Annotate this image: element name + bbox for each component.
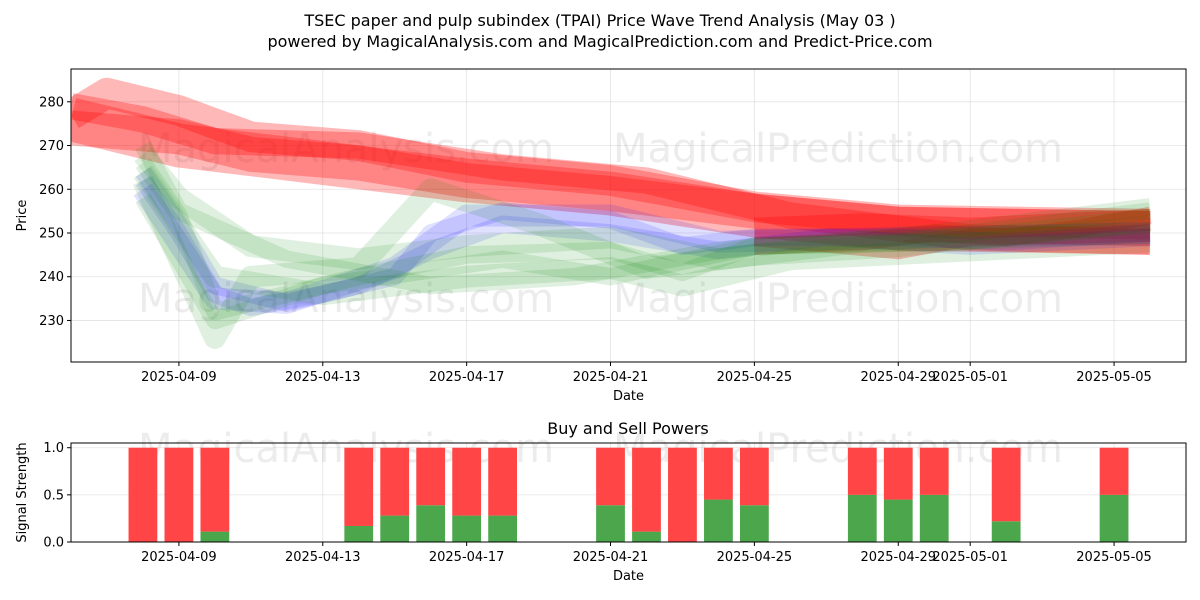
sell-bar: [991, 447, 1021, 522]
price-x-tick-label: 2025-04-21: [573, 370, 649, 385]
price-x-tick-label: 2025-04-29: [860, 370, 936, 385]
sell-bar: [200, 447, 230, 532]
sell-bar: [488, 447, 517, 516]
buy-bar: [596, 505, 625, 542]
price-series-band-green: [133, 165, 1151, 306]
sell-bar: [883, 447, 913, 500]
buy-bar: [740, 505, 769, 542]
watermark-text: MagicalPrediction.com: [613, 276, 1063, 322]
signal-y-tick-label: 0.0: [43, 536, 64, 551]
buy-bar: [704, 499, 733, 542]
buy-bar: [200, 531, 230, 542]
price-x-axis-label: Date: [613, 389, 644, 404]
price-series-band-blue: [133, 183, 1151, 314]
buy-bar: [632, 531, 661, 542]
signal-y-tick-label: 0.5: [43, 488, 64, 503]
signal-frame: [70, 442, 1187, 543]
signal-y-tick-label: 1.0: [43, 441, 64, 456]
chart-title: TSEC paper and pulp subindex (TPAI) Pric…: [303, 11, 895, 30]
signal-x-tick-label: 2025-04-25: [717, 550, 793, 565]
price-y-tick-label: 230: [39, 314, 64, 329]
sell-bar: [668, 447, 697, 542]
price-series-band-red: [71, 98, 1151, 255]
watermark-text: MagicalAnalysis.com: [138, 126, 554, 172]
price-x-tick-label: 2025-04-25: [717, 370, 793, 385]
bar-chart-title: Buy and Sell Powers: [547, 419, 709, 438]
price-series-band-red: [71, 77, 1151, 240]
sell-bar: [128, 447, 158, 542]
price-series-band-green: [132, 175, 1152, 349]
price-y-tick-label: 240: [39, 270, 64, 285]
price-series-band-green: [135, 193, 1151, 330]
sell-bar: [344, 447, 374, 526]
signal-x-tick-label: 2025-04-21: [573, 550, 649, 565]
price-y-axis-label: Price: [15, 200, 30, 232]
signal-x-tick-label: 2025-04-29: [860, 550, 936, 565]
sell-bar: [380, 447, 410, 516]
price-series-band-green: [134, 147, 1151, 271]
buy-bar: [883, 499, 913, 542]
buy-bar: [452, 515, 482, 542]
buy-bar: [488, 515, 517, 542]
price-y-tick-label: 270: [39, 139, 64, 154]
price-y-tick-label: 280: [39, 95, 64, 110]
sell-bar: [596, 447, 625, 506]
signal-x-axis-label: Date: [613, 569, 644, 584]
price-series-band-blue: [135, 175, 1151, 317]
chart-subtitle: powered by MagicalAnalysis.com and Magic…: [267, 32, 932, 51]
buy-bar: [380, 515, 410, 542]
buy-bar: [416, 505, 446, 542]
sell-bar: [416, 447, 446, 506]
buy-bar: [1099, 494, 1129, 542]
price-chart: 2025-04-09 2025-04-13 2025-04-17 2025-04-21…: [15, 68, 1187, 404]
sell-bar: [847, 447, 877, 495]
signal-x-tick-label: 2025-04-13: [285, 550, 361, 565]
price-series-band-red: [753, 208, 1151, 240]
sell-bar: [1099, 447, 1129, 495]
price-series-band-red: [71, 93, 1151, 255]
signal-x-tick-label: 2025-04-09: [141, 550, 217, 565]
buy-bar: [991, 521, 1021, 542]
signal-y-axis-label: Signal Strength: [15, 442, 30, 542]
price-x-tick-label: 2025-05-01: [932, 370, 1008, 385]
price-series-band-red: [71, 110, 1151, 247]
watermark-text: MagicalPrediction.com: [613, 126, 1063, 172]
buy-bar: [847, 494, 877, 542]
price-x-tick-label: 2025-04-17: [429, 370, 505, 385]
price-x-tick-label: 2025-04-09: [141, 370, 217, 385]
signal-x-tick-label: 2025-04-17: [429, 550, 505, 565]
signal-chart: 2025-04-09 2025-04-13 2025-04-17 2025-04-21…: [15, 441, 1187, 584]
price-series-band-green: [135, 158, 1152, 321]
sell-bar: [632, 447, 661, 532]
price-series-band-blue: [135, 166, 1151, 312]
signal-x-tick-label: 2025-05-05: [1076, 550, 1152, 565]
price-x-tick-label: 2025-04-13: [285, 370, 361, 385]
price-x-tick-label: 2025-05-05: [1076, 370, 1152, 385]
sell-bar: [452, 447, 482, 516]
price-y-tick-label: 250: [39, 226, 64, 241]
price-frame: [70, 68, 1187, 363]
sell-bar: [919, 447, 949, 495]
buy-bar: [919, 494, 949, 542]
signal-x-tick-label: 2025-05-01: [932, 550, 1008, 565]
price-series-band-red: [753, 224, 1151, 260]
buy-bar: [344, 525, 374, 542]
sell-bar: [740, 447, 769, 506]
price-series-band-red: [754, 206, 1152, 255]
watermark-text: MagicalAnalysis.com: [138, 276, 554, 322]
price-series-band-green: [135, 141, 1152, 295]
sell-bar: [704, 447, 733, 500]
sell-bar: [164, 447, 194, 542]
price-y-tick-label: 260: [39, 183, 64, 198]
price-bands: [71, 77, 1152, 349]
